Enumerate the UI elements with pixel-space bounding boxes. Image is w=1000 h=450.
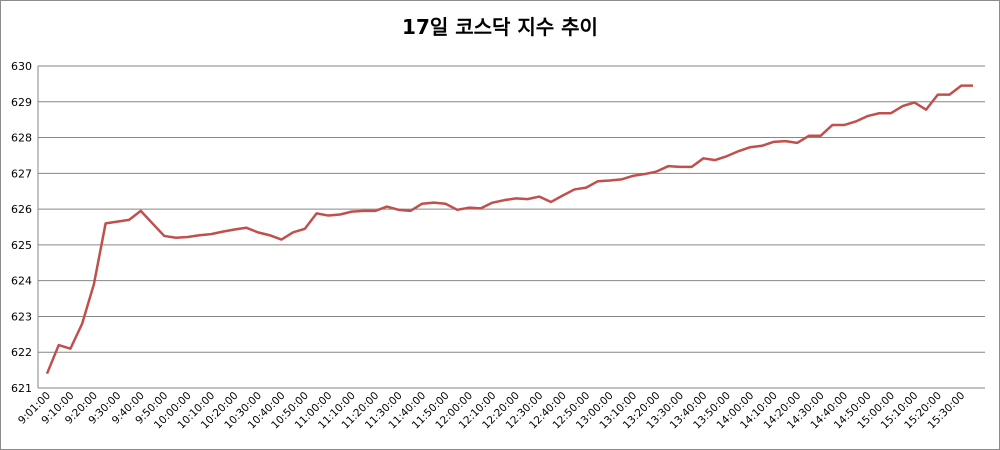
- y-tick-label: 627: [11, 167, 32, 180]
- y-tick-label: 623: [11, 310, 32, 323]
- y-tick-label: 629: [11, 96, 32, 109]
- y-tick-label: 624: [11, 275, 32, 288]
- chart-title: 17일 코스닥 지수 추이: [402, 15, 598, 39]
- y-tick-label: 621: [11, 382, 32, 395]
- y-tick-label: 625: [11, 239, 32, 252]
- y-tick-label: 622: [11, 346, 32, 359]
- data-line: [45, 84, 973, 375]
- y-tick-label: 630: [11, 60, 32, 73]
- y-tick-label: 628: [11, 132, 32, 145]
- y-tick-label: 626: [11, 203, 32, 216]
